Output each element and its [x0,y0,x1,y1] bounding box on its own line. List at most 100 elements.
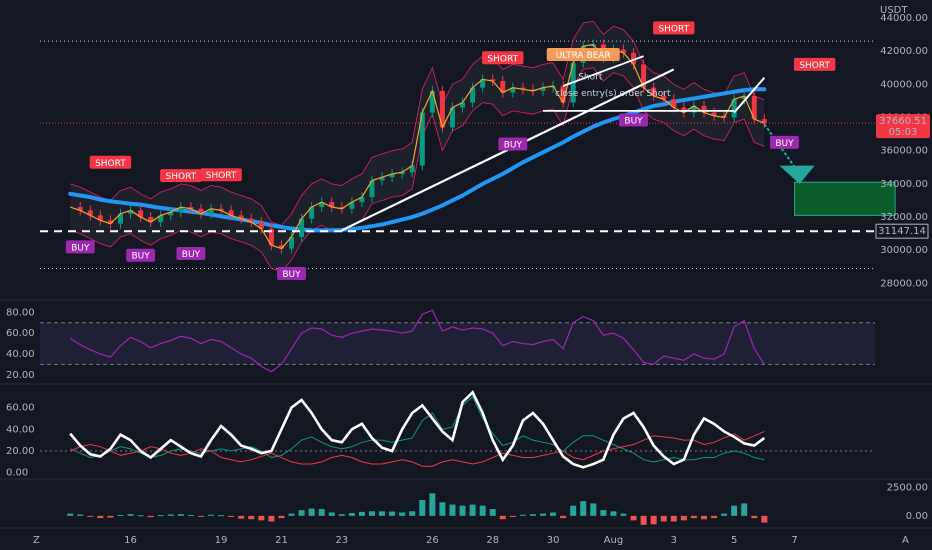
candle-body [540,87,546,91]
dashed-level-label: 31147.14 [878,226,926,237]
macd-bar [660,515,667,522]
candle-body [329,202,335,208]
macd-bar [308,508,315,516]
macd-bar [570,505,577,516]
candle-body [359,197,365,203]
macd-bar [650,515,657,525]
signal-label: BUY [182,250,201,260]
short-signal: SHORT [89,155,132,169]
macd-bar [127,514,134,516]
signal-badge [770,135,799,149]
macd-bar [680,515,687,521]
price-tick-label: 28000.00 [880,278,928,289]
macd-bar [731,505,738,516]
signal-badge [200,168,242,182]
candle-body [560,85,566,103]
candle-body [258,222,264,229]
annotation-short: Short [578,72,603,82]
macd-bar [580,501,587,516]
candle-body [97,215,103,221]
candle-body [741,95,747,100]
candle-body [198,208,204,214]
macd-bar [419,500,426,516]
price-line [69,43,765,250]
price-pane[interactable]: SHORT SHORT SHORT SHORT SHORT SHORT ULTRA BEAR… [40,20,896,280]
macd-bar [67,513,74,516]
macd-bar [409,511,416,516]
macd-bar [761,515,768,523]
signal-label: BUY [131,252,150,262]
rsi-tick-label: 60.00 [6,328,35,339]
candle-body [651,87,657,96]
macd-bar [670,515,677,522]
macd-bar [479,505,486,516]
rsi-tick-label: 20.00 [6,370,35,381]
macd-bar [268,515,275,522]
candle-body [218,208,224,211]
candle-body [439,90,445,128]
macd-bar [97,515,104,519]
time-tick-label: 3 [671,535,677,546]
candle-body [278,245,284,249]
short-signal: SHORT [200,168,242,182]
signal-badge [176,247,206,261]
macd-bar [751,515,758,519]
macd-bar [459,505,466,516]
macd-bar [167,514,174,516]
macd-bar [489,509,496,516]
adx-pane[interactable]: 60.00 40.00 20.00 0.00 [6,390,875,479]
candle-body [158,215,164,223]
macd-bar [610,511,617,516]
signal-label: SHORT [658,24,689,34]
candle-body [188,207,194,209]
price-tick-label: 34000.00 [880,179,928,190]
macd-pane[interactable]: 2500.00 0.00 [67,483,928,525]
signal-badge [482,51,524,65]
macd-bar [721,513,728,516]
macd-bar [258,515,265,521]
time-tick-label: Aug [604,535,624,546]
buy-signal: BUY [176,247,206,261]
price-axis: 44000.0042000.0040000.0038000.0036000.00… [875,13,930,289]
annotation-close-entry: close entry(s) order Short [555,89,671,99]
macd-bar [218,515,225,517]
candle-body [641,64,647,88]
current-price-badge [876,114,930,139]
countdown-label: 05:03 [889,127,918,138]
macd-bar [529,514,536,516]
buy-signal: BUY [126,248,156,262]
price-tick-label: 32000.00 [880,212,928,223]
trend-line-short [562,55,644,87]
footer-right-icon[interactable]: A [902,535,909,546]
macd-bar [429,493,436,516]
footer-left-icon[interactable]: Z [33,535,40,546]
candle-body [77,207,83,211]
macd-bar [117,514,124,516]
candle-body [148,217,154,223]
buy-signal: BUY [770,135,799,149]
macd-bar [449,504,456,516]
macd-bar [469,504,476,516]
macd-bar [348,513,355,516]
candle-body [510,87,516,93]
price-tick-label: 40000.00 [880,79,928,90]
signal-badge [546,47,620,61]
signal-badge [126,248,156,262]
time-axis: 16 19 21 23 26 28 30 Aug 3 5 7 [124,535,798,546]
buy-signal: BUY [498,137,528,151]
adx-tick-label: 40.00 [6,424,35,435]
macd-bar [208,514,215,516]
buy-signal: BUY [65,240,95,254]
signal-label: SHORT [799,61,830,71]
price-tick-label: 30000.00 [880,245,928,256]
candle-body [520,87,526,90]
candle-body [238,215,244,219]
candle-body [631,52,637,65]
candle-body [480,79,486,88]
adx-tick-label: 20.00 [6,446,35,457]
signal-badge [160,169,202,183]
rsi-pane[interactable]: 80.00 60.00 40.00 20.00 [6,307,875,381]
rsi-line [69,309,765,373]
